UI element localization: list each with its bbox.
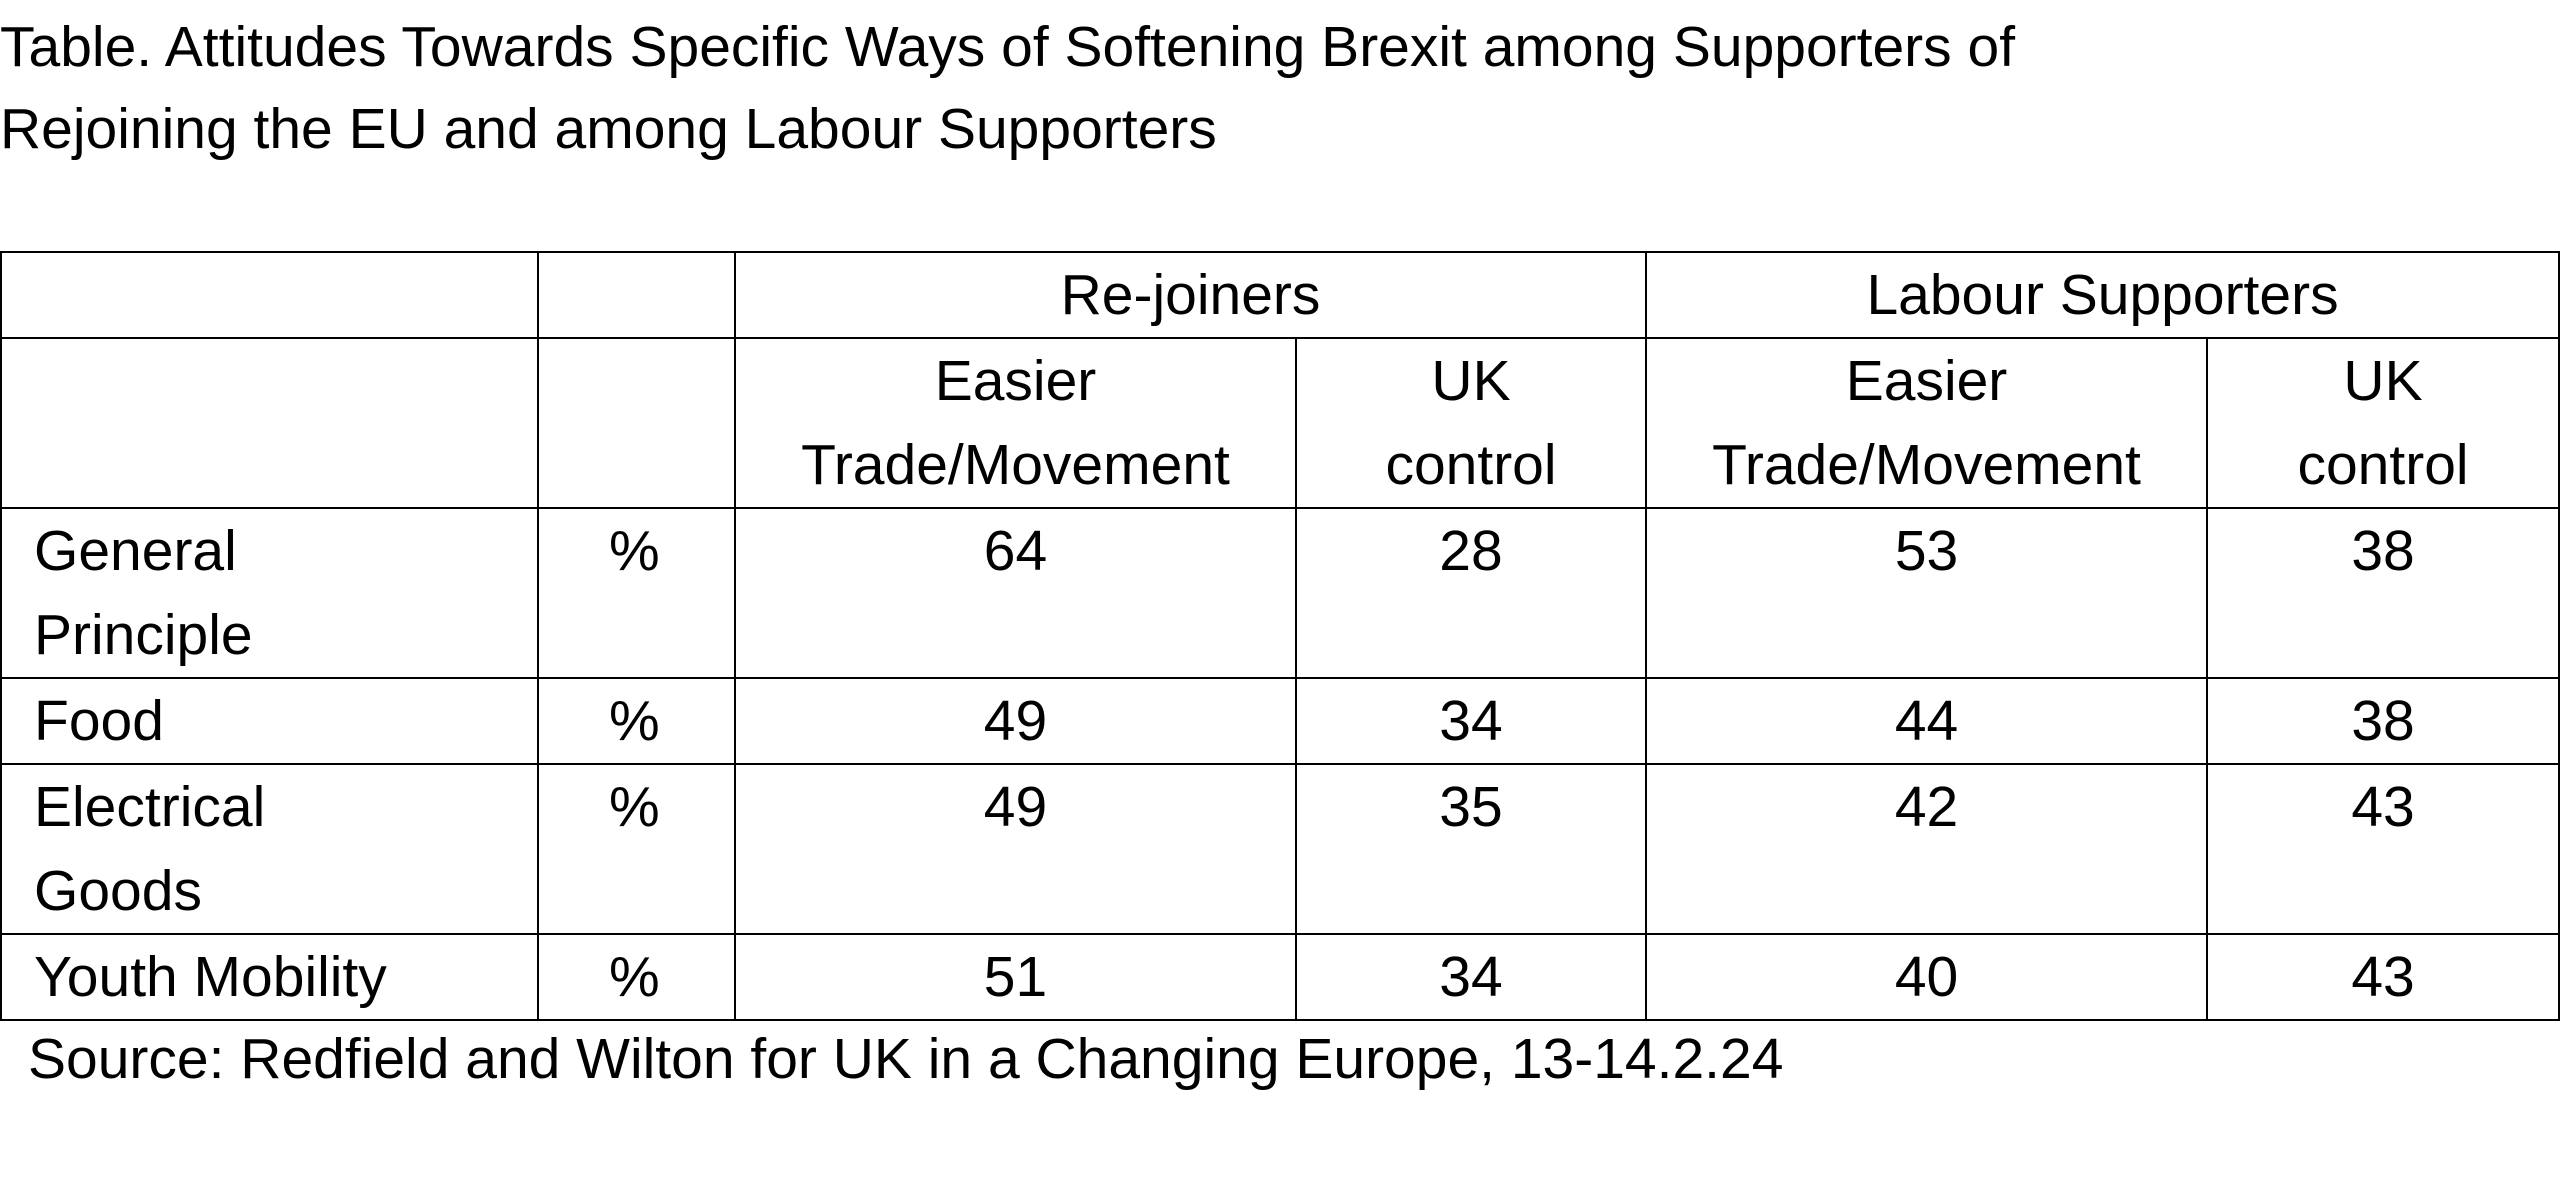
table-cell: 43	[2206, 763, 2560, 935]
row-label: Electrical Goods	[0, 763, 539, 935]
row-label-line: Youth Mobility	[34, 945, 387, 1009]
table-cell: 49	[734, 763, 1297, 935]
table-cell: 38	[2206, 677, 2560, 765]
column-header-row: Easier Trade/Movement UK control Easier …	[0, 337, 2560, 509]
column-header-line: control	[1385, 433, 1557, 497]
empty-header-cell	[537, 337, 736, 509]
source-note: Source: Redfield and Wilton for UK in a …	[28, 1027, 1784, 1091]
table-cell: 28	[1294, 507, 1648, 679]
table-cell: 43	[2206, 933, 2560, 1021]
empty-header-cell	[0, 337, 539, 509]
row-label-line: Principle	[34, 603, 253, 667]
row-label: General Principle	[0, 507, 539, 679]
column-header-line: Easier	[934, 349, 1097, 413]
table-cell: 49	[734, 677, 1297, 765]
column-header-rejoiners-uk-control: UK control	[1294, 337, 1648, 509]
table-cell: 38	[2206, 507, 2560, 679]
row-label: Food	[0, 677, 539, 765]
group-header-labour-supporters: Labour Supporters	[1645, 251, 2560, 339]
group-header-rejoiners: Re-joiners	[733, 251, 1648, 339]
column-header-line: Trade/Movement	[1712, 433, 2141, 497]
table-cell: 44	[1645, 677, 2209, 765]
column-header-labour-easier: Easier Trade/Movement	[1645, 337, 2209, 509]
row-unit: %	[537, 933, 736, 1021]
empty-header-cell	[0, 251, 539, 339]
table-cell: 53	[1645, 507, 2209, 679]
column-header-labour-uk-control: UK control	[2206, 337, 2560, 509]
table-cell: 51	[734, 933, 1297, 1021]
row-unit: %	[537, 763, 736, 935]
table-cell: 64	[734, 507, 1297, 679]
row-unit: %	[537, 677, 736, 765]
column-header-line: UK	[1431, 349, 1511, 413]
table-row-food: Food % 49 34 44 38	[0, 677, 2560, 765]
row-unit: %	[537, 507, 736, 679]
row-label-line: General	[34, 519, 237, 583]
row-label-line: Food	[34, 689, 164, 753]
row-label: Youth Mobility	[0, 933, 539, 1021]
column-header-line: Trade/Movement	[801, 433, 1230, 497]
empty-header-cell	[537, 251, 736, 339]
group-header-row: Re-joiners Labour Supporters	[0, 251, 2560, 339]
table-cell: 34	[1294, 933, 1648, 1021]
table-title-line-1: Table. Attitudes Towards Specific Ways o…	[0, 15, 2016, 79]
table-cell: 34	[1294, 677, 1648, 765]
row-label-line: Goods	[34, 859, 202, 923]
table-title: Table. Attitudes Towards Specific Ways o…	[0, 6, 2400, 170]
data-table: Re-joiners Labour Supporters Easier Trad…	[0, 251, 2560, 1021]
table-row-general-principle: General Principle % 64 28 53 38	[0, 507, 2560, 679]
column-header-line: Easier	[1845, 349, 2008, 413]
table-row-electrical-goods: Electrical Goods % 49 35 42 43	[0, 763, 2560, 935]
column-header-line: UK	[2343, 349, 2423, 413]
column-header-line: control	[2297, 433, 2469, 497]
table-cell: 42	[1645, 763, 2209, 935]
column-header-rejoiners-easier: Easier Trade/Movement	[734, 337, 1297, 509]
row-label-line: Electrical	[34, 775, 266, 839]
table-cell: 35	[1294, 763, 1648, 935]
table-row-youth-mobility: Youth Mobility % 51 34 40 43	[0, 933, 2560, 1021]
table-title-line-2: Rejoining the EU and among Labour Suppor…	[0, 97, 1217, 161]
table-cell: 40	[1645, 933, 2209, 1021]
